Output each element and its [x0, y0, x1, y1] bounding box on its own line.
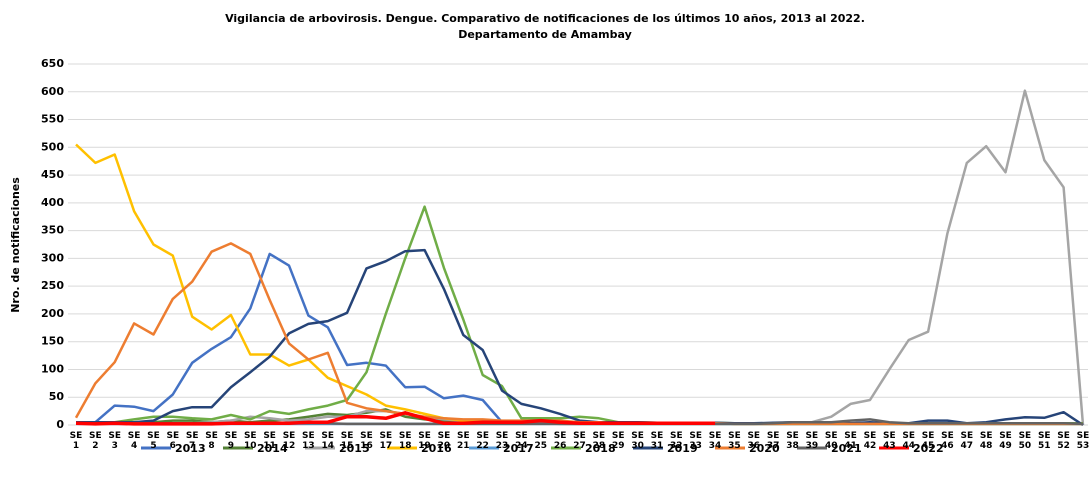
- x-tick-label: SE 43: [883, 431, 896, 451]
- x-tick-label: SE 45: [921, 431, 935, 451]
- x-tick-label: SE 3: [108, 431, 122, 451]
- x-tick-label: SE 44: [902, 431, 916, 451]
- legend-label: 2015: [339, 442, 370, 455]
- x-tick-label: SE 2: [89, 431, 102, 451]
- x-tick-label: SE 39: [805, 431, 819, 451]
- legend-label: 2013: [175, 442, 206, 455]
- x-tick-label: SE 32: [669, 431, 683, 451]
- y-tick-label: 50: [49, 390, 65, 403]
- x-tick-label: SE 42: [863, 431, 877, 451]
- line-series: [76, 252, 1083, 426]
- line-series: [76, 89, 1085, 426]
- x-tick-label: SE 6: [166, 431, 180, 451]
- legend-label: 2016: [421, 442, 452, 455]
- y-tick-label: 100: [41, 362, 64, 375]
- y-tick-label: 500: [41, 140, 64, 153]
- legend-label: 2017: [503, 442, 534, 455]
- x-tick-label: SE 38: [786, 431, 799, 451]
- x-tick-label: SE 17: [379, 431, 393, 451]
- y-tick-label: 200: [41, 307, 64, 320]
- x-tick-label: SE 36: [747, 431, 761, 451]
- chart-title: Vigilancia de arbovirosis. Dengue. Compa…: [225, 12, 865, 25]
- x-tick-label: SE 14: [321, 431, 335, 451]
- x-tick-label: SE 35: [728, 431, 741, 451]
- x-tick-label: SE 33: [689, 431, 702, 451]
- x-tick-label: SE 16: [360, 431, 373, 451]
- x-tick-label: SE 24: [515, 431, 528, 451]
- x-tick-label: SE 28: [592, 431, 606, 451]
- x-tick-label: SE 29: [611, 431, 625, 451]
- line-series: [75, 411, 716, 426]
- x-tick-label: SE 30: [631, 431, 644, 451]
- line-series: [75, 143, 1083, 426]
- x-tick-label: SE 46: [941, 431, 954, 451]
- x-tick-label: SE 10: [243, 431, 257, 451]
- x-tick-label: SE 34: [708, 431, 722, 451]
- x-tick-label: SE 19: [418, 431, 431, 451]
- x-tick-label: SE 13: [302, 431, 315, 451]
- x-tick-label: SE 53: [1076, 431, 1090, 451]
- x-tick-label: SE 40: [824, 431, 838, 451]
- y-tick-label: 0: [56, 418, 64, 431]
- y-tick-label: 550: [41, 113, 64, 126]
- x-tick-label: SE 37: [766, 431, 780, 451]
- x-tick-label: SE 12: [282, 431, 296, 451]
- y-tick-label: 450: [41, 168, 64, 181]
- x-tick-label: SE 4: [127, 431, 141, 451]
- x-tick-label: SE 49: [999, 431, 1012, 451]
- x-tick-label: SE 9: [224, 431, 238, 451]
- x-tick-label: SE 27: [573, 431, 586, 451]
- x-tick-label: SE 47: [960, 431, 974, 451]
- x-tick-label: SE 41: [844, 431, 857, 451]
- x-tick-label: SE 50: [1018, 431, 1032, 451]
- legend-label: 2021: [831, 442, 862, 455]
- x-tick-label: SE 52: [1057, 431, 1070, 451]
- x-tick-label: SE 5: [147, 431, 160, 451]
- x-tick-label: SE 21: [456, 431, 470, 451]
- x-tick-label: SE 31: [650, 431, 664, 451]
- legend-label: 2019: [667, 442, 698, 455]
- legend-label: 2022: [913, 442, 944, 455]
- x-tick-label: SE 1: [69, 431, 83, 451]
- x-tick-label: SE 48: [979, 431, 993, 451]
- legend-label: 2014: [257, 442, 288, 455]
- y-tick-label: 150: [41, 335, 64, 348]
- x-tick-label: SE 11: [263, 431, 276, 451]
- legend-label: 2020: [749, 442, 780, 455]
- x-tick-label: SE 25: [534, 431, 548, 451]
- y-tick-label: 350: [41, 224, 64, 237]
- x-tick-label: SE 20: [437, 431, 451, 451]
- x-tick-label: SE 51: [1037, 431, 1051, 451]
- x-tick-label: SE 23: [495, 431, 509, 451]
- y-tick-label: 400: [41, 196, 64, 209]
- x-tick-label: SE 26: [553, 431, 567, 451]
- x-tick-label: SE 7: [185, 431, 199, 451]
- y-tick-label: 250: [41, 279, 64, 292]
- legend-label: 2018: [585, 442, 616, 455]
- x-tick-label: SE 15: [340, 431, 354, 451]
- chart-title: Departamento de Amambay: [458, 28, 632, 41]
- y-tick-label: 650: [41, 57, 64, 70]
- x-tick-label: SE 18: [398, 431, 412, 451]
- x-tick-label: SE 22: [476, 431, 489, 451]
- line-series: [76, 248, 1084, 427]
- y-tick-label: 600: [41, 85, 64, 98]
- x-tick-label: SE 8: [205, 431, 218, 451]
- y-tick-label: 300: [41, 251, 64, 264]
- y-axis-title: Nro. de notificaciones: [9, 177, 22, 313]
